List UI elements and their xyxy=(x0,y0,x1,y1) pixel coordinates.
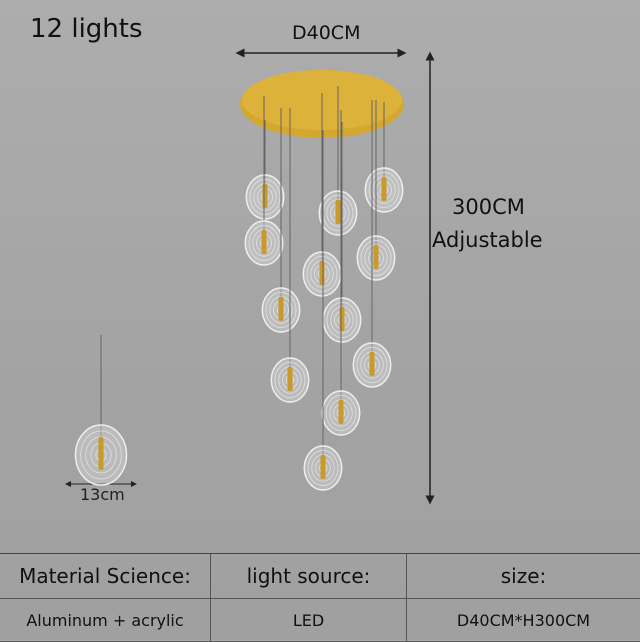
header-material: Material Science: xyxy=(0,554,211,599)
height-label: 300CM xyxy=(452,195,525,219)
led-bar xyxy=(321,455,326,479)
header-light-source: light source: xyxy=(211,554,407,599)
led-bar xyxy=(382,177,387,201)
led-bar xyxy=(99,437,104,470)
spec-table: Material Science: light source: size: Al… xyxy=(0,553,640,642)
adjustable-label: Adjustable xyxy=(432,228,543,252)
led-bar xyxy=(279,297,284,321)
led-bar xyxy=(288,367,293,391)
led-bar xyxy=(320,261,325,285)
light-count-title: 12 lights xyxy=(30,14,143,44)
led-bar xyxy=(374,245,379,269)
value-size: D40CM*H300CM xyxy=(407,599,640,642)
diameter-label: D40CM xyxy=(292,22,360,44)
spec-header-row: Material Science: light source: size: xyxy=(0,554,640,599)
single-diameter-label: 13cm xyxy=(80,485,125,504)
header-size: size: xyxy=(407,554,640,599)
value-light-source: LED xyxy=(211,599,407,642)
led-bar xyxy=(370,352,375,376)
led-bar xyxy=(262,230,267,254)
value-material: Aluminum + acrylic xyxy=(0,599,211,642)
led-bar xyxy=(339,400,344,424)
spec-value-row: Aluminum + acrylic LED D40CM*H300CM xyxy=(0,599,640,642)
led-bar xyxy=(263,184,268,208)
led-bar xyxy=(336,200,341,224)
led-bar xyxy=(340,307,345,331)
